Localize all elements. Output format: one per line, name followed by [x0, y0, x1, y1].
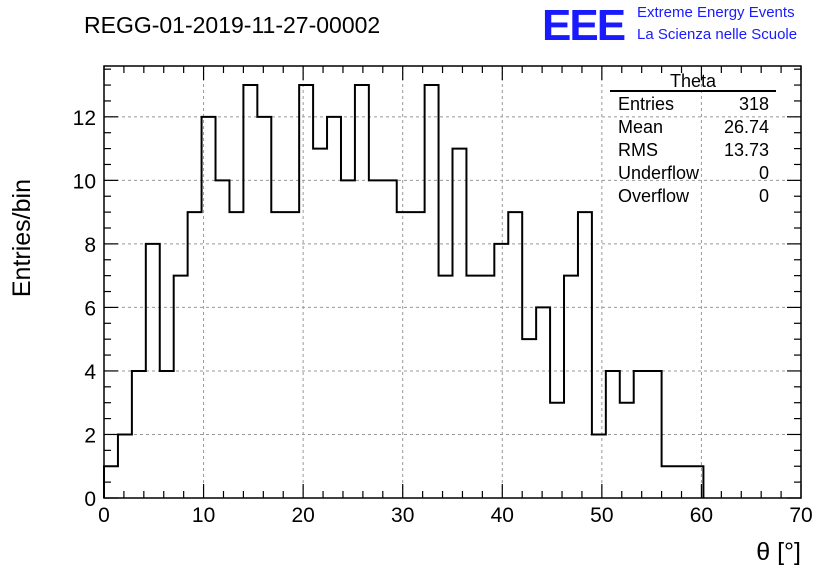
plot-frame: [103, 65, 802, 499]
eee-logo: EEE Extreme Energy Events La Scienza nel…: [542, 1, 797, 50]
x-axis-label: θ [°]: [756, 538, 801, 566]
y-axis-label: Entries/bin: [8, 179, 36, 297]
stats-rows: Entries 318 Mean 26.74 RMS 13.73 Underflow 0 Ove…: [618, 94, 769, 206]
stats-title: Theta: [670, 71, 717, 91]
x-tick-label: 10: [192, 504, 215, 527]
y-tick-label: 4: [84, 361, 96, 384]
axis-ticks: [103, 66, 802, 499]
x-tick-label: 60: [690, 504, 713, 527]
stats-row-value: 0: [759, 186, 769, 206]
stats-row-value: 0: [759, 163, 769, 183]
x-tick-label: 40: [491, 504, 514, 527]
histogram-outline: [103, 84, 705, 498]
stats-row-value: 13.73: [724, 140, 769, 160]
y-tick-label: 2: [84, 424, 96, 447]
x-tick-label: 70: [789, 504, 812, 527]
eee-logo-line2: La Scienza nelle Scuole: [637, 26, 797, 43]
y-tick-label: 0: [84, 488, 96, 511]
stats-row-label: RMS: [618, 140, 658, 160]
x-tick-labels: 0 10 20 30 40 50 60 70: [98, 504, 813, 527]
stats-row-value: 318: [739, 94, 769, 114]
y-tick-label: 10: [73, 170, 96, 193]
x-tick-label: 0: [98, 504, 110, 527]
stats-box: Theta Entries 318 Mean 26.74 RMS 13.73 Underfl…: [610, 71, 776, 206]
eee-logo-mark: EEE: [542, 1, 625, 50]
stats-row-value: 26.74: [724, 117, 769, 137]
stats-row-label: Underflow: [618, 163, 700, 183]
x-tick-label: 20: [291, 504, 314, 527]
stats-row-label: Overflow: [618, 186, 690, 206]
y-tick-label: 8: [84, 234, 96, 257]
chart-title: REGG-01-2019-11-27-00002: [84, 12, 380, 38]
x-tick-label: 50: [590, 504, 613, 527]
y-tick-label: 6: [84, 297, 96, 320]
stats-row-label: Entries: [618, 94, 674, 114]
stats-row-label: Mean: [618, 117, 663, 137]
y-tick-labels: 0 2 4 6 8 10 12: [73, 107, 97, 511]
x-tick-label: 30: [391, 504, 414, 527]
y-tick-label: 12: [73, 107, 96, 130]
eee-logo-line1: Extreme Energy Events: [637, 4, 795, 21]
